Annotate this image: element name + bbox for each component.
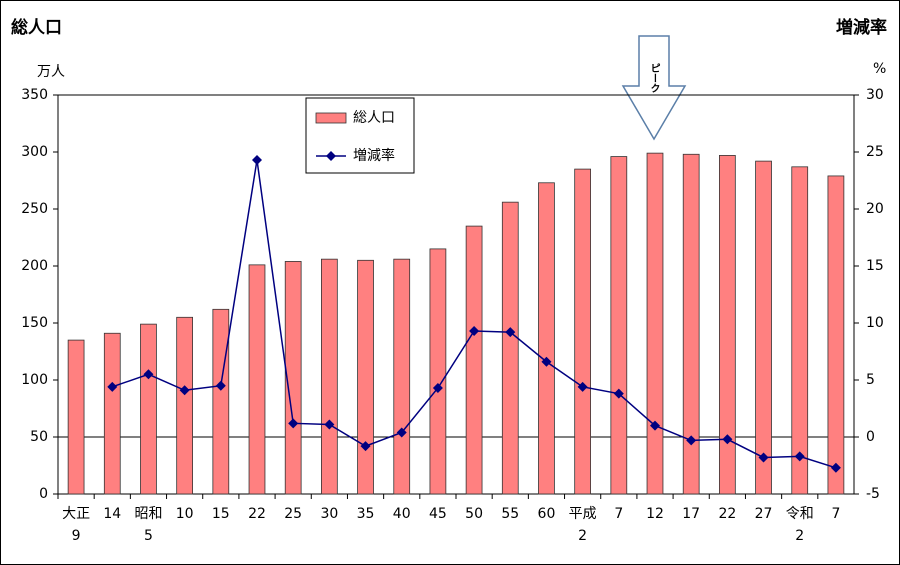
marker bbox=[107, 381, 118, 392]
x-tick-label: 22 bbox=[248, 506, 266, 522]
x-tick-label: 40 bbox=[392, 506, 411, 522]
y-tick-label: 0 bbox=[39, 486, 48, 502]
marker bbox=[758, 452, 769, 463]
annotation: ピーク bbox=[648, 63, 659, 93]
bar bbox=[248, 264, 266, 495]
bar bbox=[719, 155, 736, 495]
bar bbox=[755, 160, 772, 495]
y-tick-label: 200 bbox=[21, 258, 48, 274]
y2-unit: % bbox=[873, 61, 887, 77]
bar bbox=[67, 339, 85, 495]
x-tick-label: 50 bbox=[465, 506, 483, 522]
y2-tick-label: 10 bbox=[866, 315, 884, 331]
y2-tick-label: 30 bbox=[866, 87, 884, 103]
x-tick-label: 60 bbox=[537, 506, 556, 522]
x-tick-label: 12 bbox=[646, 506, 664, 522]
x-tick-label: 27 bbox=[754, 506, 773, 522]
y2-tick-label: 20 bbox=[866, 201, 884, 217]
bar bbox=[610, 156, 628, 495]
y-unit: 万人 bbox=[37, 64, 65, 80]
x-tick-label: 7 bbox=[831, 506, 841, 522]
bar bbox=[501, 201, 519, 495]
y2-tick-label: 25 bbox=[866, 144, 884, 160]
bar bbox=[140, 323, 157, 495]
bar bbox=[827, 175, 845, 495]
y-tick-label: 300 bbox=[21, 144, 48, 160]
bar bbox=[393, 258, 411, 495]
marker bbox=[288, 418, 299, 429]
x-tick-label: 15 bbox=[211, 506, 230, 522]
x-tick-label: 平成 2 bbox=[568, 506, 597, 544]
marker bbox=[396, 427, 407, 438]
bar bbox=[357, 259, 374, 495]
bar bbox=[212, 308, 230, 495]
x-tick-label: 55 bbox=[501, 506, 520, 522]
y-tick-label: 350 bbox=[21, 87, 48, 103]
y-tick-label: 100 bbox=[21, 372, 48, 388]
x-tick-label: 7 bbox=[614, 506, 624, 522]
y-tick-label: 250 bbox=[21, 201, 48, 217]
legend-label: 増減率 bbox=[353, 147, 395, 164]
x-tick-label: 令和 2 bbox=[785, 506, 814, 544]
legend-swatch bbox=[315, 112, 347, 124]
marker bbox=[215, 380, 226, 391]
x-tick-label: 25 bbox=[284, 506, 303, 522]
bar bbox=[574, 168, 591, 495]
legend-swatch bbox=[326, 151, 336, 161]
bar bbox=[791, 166, 809, 495]
legend-label: 総人口 bbox=[353, 110, 395, 126]
bar bbox=[429, 248, 447, 495]
marker bbox=[505, 327, 516, 338]
marker bbox=[794, 451, 805, 462]
marker bbox=[722, 434, 733, 445]
peak-arrow bbox=[621, 35, 687, 141]
y2-axis-title: 増減率 bbox=[836, 18, 887, 38]
marker bbox=[179, 385, 190, 396]
bar bbox=[321, 258, 338, 495]
x-tick-label: 17 bbox=[682, 506, 701, 522]
marker bbox=[830, 462, 841, 473]
y2-tick-label: -5 bbox=[866, 486, 880, 502]
y-tick-label: 150 bbox=[21, 315, 48, 331]
y2-tick-label: 5 bbox=[866, 372, 875, 388]
bar bbox=[284, 261, 302, 495]
bar bbox=[682, 153, 700, 495]
marker bbox=[650, 420, 660, 431]
marker bbox=[541, 356, 552, 367]
y2-tick-label: 0 bbox=[866, 429, 875, 445]
bar bbox=[465, 225, 483, 495]
legend-box bbox=[305, 97, 415, 174]
x-tick-label: 35 bbox=[356, 506, 375, 522]
x-tick-label: 45 bbox=[428, 506, 447, 522]
bar bbox=[176, 316, 193, 495]
x-tick-label: 大正 9 bbox=[62, 506, 91, 544]
x-tick-label: 30 bbox=[320, 506, 339, 522]
bar bbox=[538, 182, 555, 495]
marker bbox=[360, 441, 371, 452]
x-tick-label: 14 bbox=[103, 506, 122, 522]
x-tick-label: 22 bbox=[718, 506, 737, 522]
marker bbox=[469, 325, 480, 336]
marker bbox=[252, 154, 262, 165]
marker bbox=[686, 435, 697, 446]
y-tick-label: 50 bbox=[30, 429, 48, 445]
bar bbox=[646, 152, 664, 495]
marker bbox=[324, 419, 335, 430]
y-axis-title: 総人口 bbox=[11, 18, 62, 38]
marker bbox=[432, 382, 443, 393]
x-tick-label: 10 bbox=[175, 506, 194, 522]
marker bbox=[613, 388, 624, 399]
marker bbox=[143, 369, 154, 380]
bar bbox=[103, 332, 121, 495]
marker bbox=[577, 381, 588, 392]
x-tick-label: 昭和 5 bbox=[134, 506, 163, 544]
y2-tick-label: 15 bbox=[866, 258, 884, 274]
